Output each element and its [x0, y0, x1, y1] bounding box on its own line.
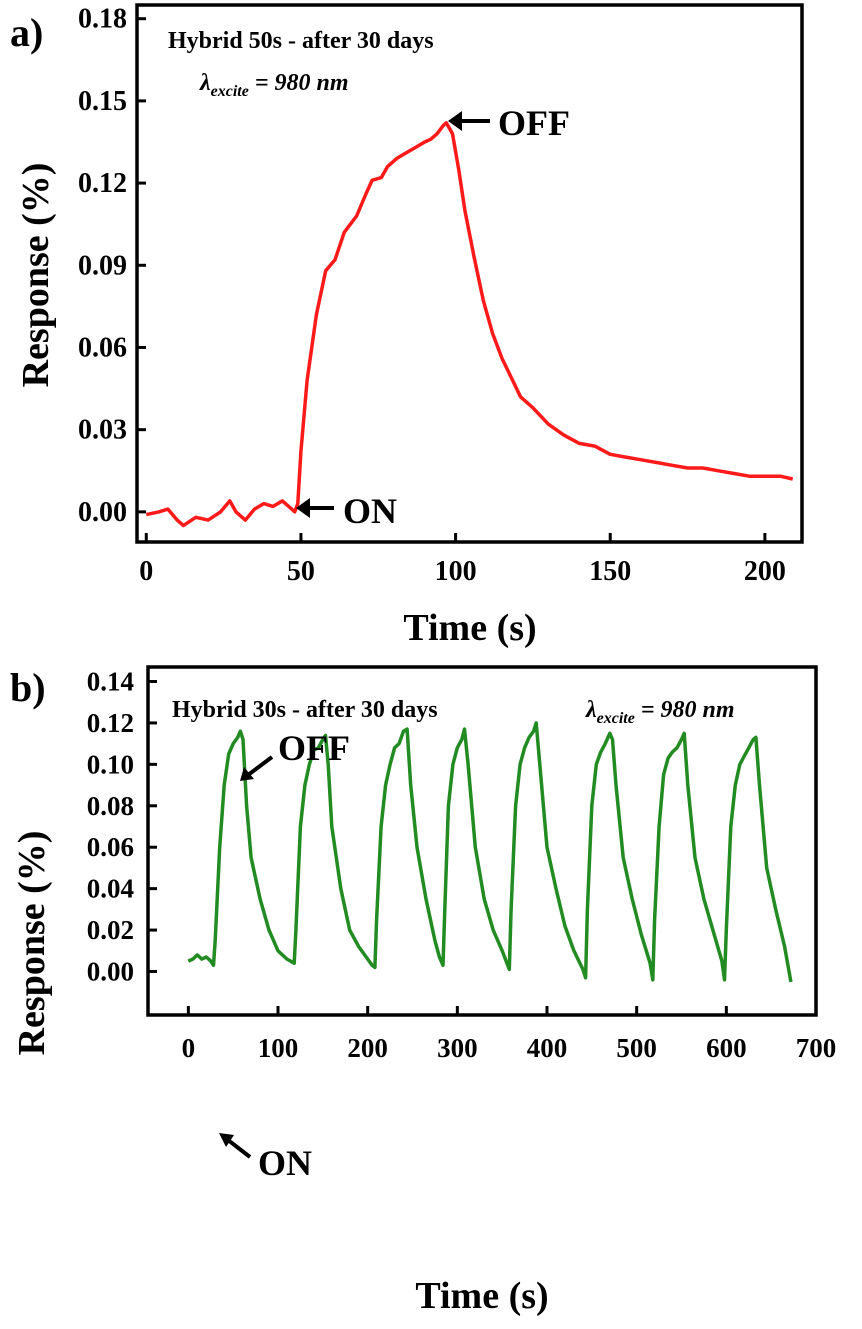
- a-x-tick-label: 200: [744, 556, 786, 587]
- panel-a-plot-frame: [135, 3, 804, 544]
- panel-b-plot-frame: [146, 665, 818, 1017]
- b-y-tick-label: 0.12: [87, 708, 134, 738]
- panel-b-on-label: ON: [258, 1143, 312, 1183]
- a-y-tick-label: 0.00: [78, 497, 127, 528]
- panel-a-label: a): [10, 10, 43, 55]
- b-x-tick-label: 500: [616, 1033, 657, 1063]
- panel-b-y-axis-label: Response (%): [11, 831, 53, 1056]
- b-y-tick-label: 0.10: [87, 749, 134, 779]
- b-y-tick-label: 0.06: [87, 832, 134, 862]
- a-x-tick-label: 150: [589, 556, 631, 587]
- panel-a-excitation-unit: nm: [317, 70, 349, 96]
- b-y-tick-label: 0.08: [87, 791, 134, 821]
- panel-a-y-axis-label: Response (%): [15, 163, 57, 388]
- b-x-tick-label: 400: [527, 1033, 568, 1063]
- panel-a-excitation-subscript: excite: [211, 83, 249, 100]
- b-y-tick-label: 0.14: [87, 667, 134, 697]
- panel-a-x-ticks: 0 50 100 150 200: [139, 533, 786, 587]
- b-x-tick-label: 700: [796, 1033, 837, 1063]
- a-y-tick-label: 0.15: [78, 86, 127, 117]
- panel-b-label: b): [10, 665, 46, 710]
- a-x-tick-label: 50: [287, 556, 315, 587]
- panel-a-off-arrow: [448, 111, 490, 131]
- b-x-tick-label: 300: [437, 1033, 478, 1063]
- a-y-tick-label: 0.18: [78, 4, 127, 35]
- panel-b-on-arrow: [219, 1133, 252, 1159]
- panel-b-excitation-value: = 980: [635, 697, 703, 723]
- b-x-tick-label: 0: [182, 1033, 196, 1063]
- panel-a-off-label: OFF: [498, 103, 570, 143]
- panel-b-off-label: OFF: [278, 728, 350, 768]
- panel-a-y-ticks: 0.00 0.03 0.06 0.09 0.12 0.15 0.18: [78, 4, 146, 528]
- panel-a-series-line: [145, 121, 794, 528]
- panel-b-title: Hybrid 30s - after 30 days: [172, 697, 438, 723]
- b-y-tick-label: 0.02: [87, 915, 134, 945]
- a-y-tick-label: 0.09: [78, 250, 127, 281]
- a-y-tick-label: 0.12: [78, 168, 127, 199]
- panel-b-y-ticks: 0.00 0.02 0.04 0.06 0.08 0.10 0.12 0.14: [87, 667, 157, 987]
- b-y-tick-label: 0.04: [87, 874, 134, 904]
- panel-b-off-arrow: [240, 755, 274, 781]
- b-x-tick-label: 600: [706, 1033, 747, 1063]
- panel-b: b) 0.00 0.02 0.04 0.06 0.08 0.10 0.12 0.14 0 100…: [10, 665, 836, 1317]
- panel-b-series-line: [187, 721, 793, 983]
- a-y-tick-label: 0.03: [78, 415, 127, 446]
- panel-a: a) 0.00 0.03 0.06 0.09 0.12 0.15 0.18 0 50 100 15…: [10, 3, 804, 649]
- b-x-tick-label: 100: [258, 1033, 299, 1063]
- a-x-tick-label: 0: [139, 556, 153, 587]
- panel-b-excitation-subscript: excite: [597, 710, 635, 727]
- panel-a-excitation-value: = 980: [249, 70, 317, 96]
- panel-a-excitation: λexcite = 980 nm: [199, 70, 349, 100]
- b-y-tick-label: 0.00: [87, 957, 134, 987]
- a-y-tick-label: 0.06: [78, 332, 127, 363]
- panel-b-excitation-unit: nm: [703, 697, 735, 723]
- panel-b-excitation: λexcite = 980 nm: [585, 697, 735, 727]
- panel-b-excitation-symbol: λ: [585, 697, 597, 723]
- panel-a-title: Hybrid 50s - after 30 days: [168, 28, 434, 54]
- b-x-tick-label: 200: [347, 1033, 388, 1063]
- a-x-tick-label: 100: [435, 556, 477, 587]
- panel-b-x-ticks: 0 100 200 300 400 500 600 700: [182, 1006, 837, 1063]
- panel-a-on-arrow: [296, 498, 334, 518]
- panel-b-x-axis-label: Time (s): [415, 1275, 548, 1317]
- panel-a-excitation-symbol: λ: [199, 70, 211, 96]
- panel-a-on-label: ON: [343, 491, 397, 531]
- panel-a-x-axis-label: Time (s): [403, 607, 536, 649]
